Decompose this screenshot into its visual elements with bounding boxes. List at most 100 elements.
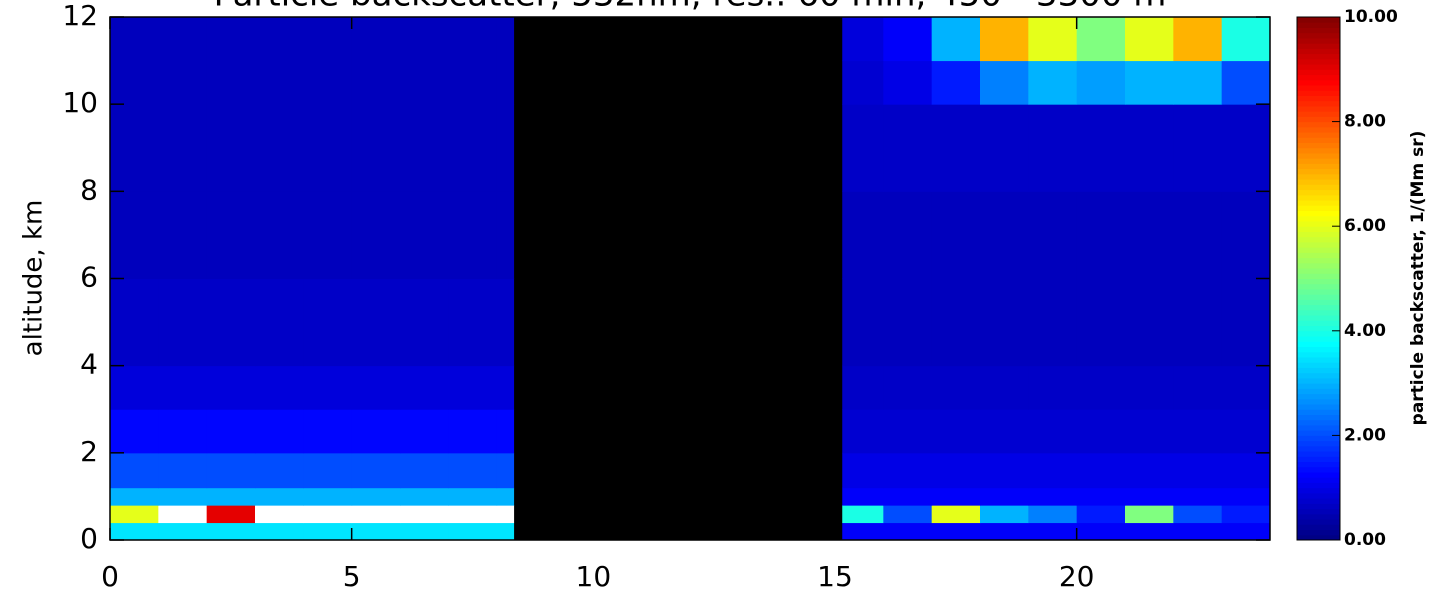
- heat-cell: [842, 104, 884, 192]
- y-tick-label: 6: [80, 261, 98, 294]
- heat-cell: [980, 60, 1029, 105]
- heat-cell: [1125, 409, 1174, 454]
- heat-cell: [980, 409, 1029, 454]
- heat-cell: [1076, 505, 1126, 524]
- heat-cell: [255, 60, 304, 105]
- heat-cell: [1125, 487, 1174, 506]
- heat-cell: [496, 452, 515, 489]
- heat-cell: [255, 487, 304, 506]
- colorbar-swatch: [1297, 351, 1340, 358]
- heat-cell: [496, 409, 515, 454]
- heat-cell: [1221, 191, 1271, 279]
- y-tick-label: 10: [62, 86, 98, 119]
- colorbar-swatch: [1297, 304, 1340, 311]
- colorbar-swatch: [1297, 111, 1340, 117]
- colorbar-swatch: [1297, 430, 1340, 436]
- colorbar-swatch: [1297, 53, 1340, 60]
- colorbar-swatch: [1297, 477, 1340, 483]
- heat-cell: [206, 17, 256, 62]
- colorbar-swatch: [1297, 487, 1340, 494]
- heat-cell: [931, 17, 981, 62]
- colorbar-swatch: [1297, 367, 1340, 374]
- colorbar-swatch: [1297, 173, 1340, 180]
- colorbar-swatch: [1297, 27, 1340, 34]
- colorbar-swatch: [1297, 424, 1340, 431]
- heat-cell: [400, 409, 449, 454]
- heat-cell: [1028, 278, 1078, 367]
- heat-cell: [400, 505, 449, 524]
- heat-cell: [351, 522, 401, 541]
- heat-cell: [1028, 60, 1078, 105]
- heat-cell: [1221, 409, 1271, 454]
- heat-cell: [303, 487, 353, 506]
- heat-cell: [931, 191, 981, 279]
- heat-cell: [1173, 17, 1223, 62]
- heat-cell: [448, 365, 498, 410]
- colorbar-swatch: [1297, 278, 1340, 285]
- heat-cell: [448, 505, 498, 524]
- heat-cell: [931, 60, 981, 105]
- colorbar-swatch: [1297, 210, 1340, 217]
- colorbar-swatch: [1297, 200, 1340, 206]
- colorbar-swatch: [1297, 388, 1340, 395]
- heat-cell: [351, 17, 401, 62]
- heat-cell: [842, 191, 884, 279]
- heat-cell: [1221, 487, 1271, 506]
- colorbar-swatch: [1297, 17, 1340, 23]
- heat-cell: [206, 409, 256, 454]
- colorbar-swatch: [1297, 519, 1340, 525]
- heat-cell: [206, 278, 256, 367]
- colorbar-swatch: [1297, 105, 1340, 112]
- heat-cell: [110, 365, 159, 410]
- heat-cell: [883, 365, 933, 410]
- colorbar-swatch: [1297, 288, 1340, 295]
- heat-cell: [496, 487, 515, 506]
- colorbar-swatch: [1297, 341, 1340, 347]
- heat-cell: [1221, 522, 1271, 541]
- heat-cell: [303, 409, 353, 454]
- heat-cell: [1221, 17, 1271, 62]
- colorbar-tick-label: 2.00: [1344, 425, 1386, 445]
- colorbar-swatch: [1297, 194, 1340, 201]
- heat-cell: [255, 409, 304, 454]
- x-tick-label: 0: [101, 560, 119, 593]
- heat-cell: [980, 17, 1029, 62]
- heat-cell: [1076, 365, 1126, 410]
- heat-cell: [158, 60, 208, 105]
- heat-cell: [400, 522, 449, 541]
- colorbar-swatch: [1297, 492, 1340, 499]
- colorbar-swatch: [1297, 226, 1340, 232]
- y-tick-label: 2: [80, 435, 98, 468]
- heat-cell: [1028, 104, 1078, 192]
- heat-cell: [158, 487, 208, 506]
- colorbar-swatch: [1297, 404, 1340, 410]
- colorbar-swatch: [1297, 372, 1340, 379]
- heat-cell: [448, 409, 498, 454]
- heat-cell: [1076, 409, 1126, 454]
- colorbar-swatch: [1297, 273, 1340, 279]
- heat-cell: [883, 17, 933, 62]
- heat-cell: [110, 487, 159, 506]
- heat-cell: [931, 409, 981, 454]
- colorbar-swatch: [1297, 205, 1340, 212]
- heat-cell: [842, 522, 884, 541]
- heat-cell: [351, 191, 401, 279]
- colorbar-frame: [1296, 16, 1341, 541]
- colorbar-swatch: [1297, 179, 1340, 185]
- colorbar-swatch: [1297, 524, 1340, 531]
- colorbar-swatch: [1297, 241, 1340, 248]
- x-tick-label: 20: [1059, 560, 1095, 593]
- heat-cell: [206, 60, 256, 105]
- heat-cell: [980, 487, 1029, 506]
- heat-cell: [1125, 365, 1174, 410]
- colorbar-swatch: [1297, 268, 1340, 274]
- colorbar-swatch: [1297, 534, 1340, 541]
- heat-cell: [448, 278, 498, 367]
- colorbar-swatch: [1297, 362, 1340, 368]
- colorbar-swatch: [1297, 43, 1340, 49]
- heat-cell: [1076, 60, 1126, 105]
- heat-cell: [303, 191, 353, 279]
- heat-cell: [842, 505, 884, 524]
- x-tick-label: 15: [817, 560, 853, 593]
